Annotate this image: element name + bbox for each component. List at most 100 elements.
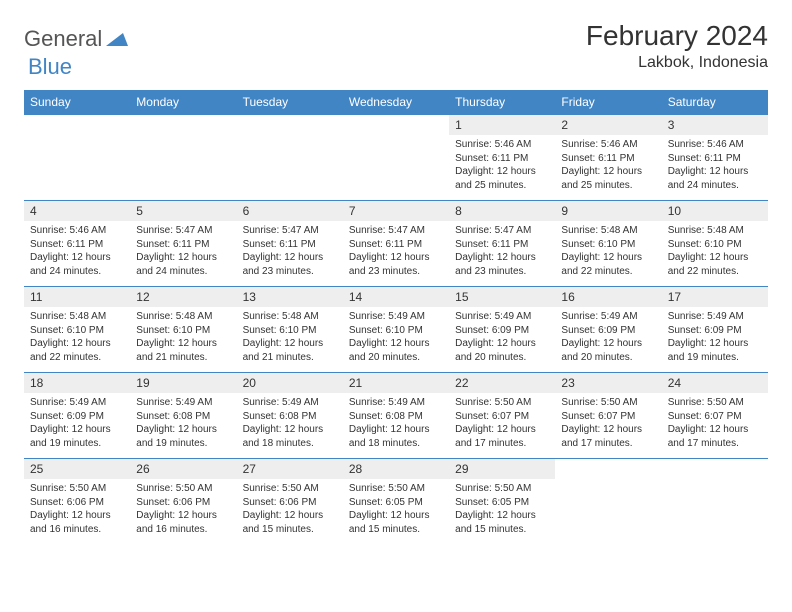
day-info: Sunrise: 5:47 AMSunset: 6:11 PMDaylight:… (130, 224, 236, 278)
day-cell-9: 9Sunrise: 5:48 AMSunset: 6:10 PMDaylight… (555, 200, 661, 286)
day-info: Sunrise: 5:48 AMSunset: 6:10 PMDaylight:… (662, 224, 768, 278)
day-cell-12: 12 Sunrise: 5:48 AMSunset: 6:10 PMDayligh… (130, 286, 236, 372)
day-info: Sunrise: 5:46 AMSunset: 6:11 PMDaylight:… (449, 138, 555, 192)
day-cell-13: 13 Sunrise: 5:48 AMSunset: 6:10 PMDayligh… (237, 286, 343, 372)
weekday-header: SundayMondayTuesdayWednesdayThursdayFrid… (24, 90, 768, 114)
day-number: 20 (237, 373, 343, 393)
day-cell-18: 18 Sunrise: 5:49 AMSunset: 6:09 PMDayligh… (24, 372, 130, 458)
day-number: 24 (662, 373, 768, 393)
day-cell-14: 14 Sunrise: 5:49 AMSunset: 6:10 PMDayligh… (343, 286, 449, 372)
calendar-page: General February 2024 Lakbok, Indonesia … (0, 0, 792, 554)
day-info: Sunrise: 5:46 AMSunset: 6:11 PMDaylight:… (662, 138, 768, 192)
day-number: 18 (24, 373, 130, 393)
day-cell-28: 28 Sunrise: 5:50 AMSunset: 6:05 PMDayligh… (343, 458, 449, 544)
day-number: 5 (130, 201, 236, 221)
day-info: Sunrise: 5:49 AMSunset: 6:08 PMDaylight:… (130, 396, 236, 450)
day-number: 11 (24, 287, 130, 307)
logo: General (24, 20, 130, 52)
day-cell-4: 4 Sunrise: 5:46 AMSunset: 6:11 PMDaylight… (24, 200, 130, 286)
day-number: 27 (237, 459, 343, 479)
day-number: 7 (343, 201, 449, 221)
empty-cell (24, 114, 130, 200)
day-cell-23: 23 Sunrise: 5:50 AMSunset: 6:07 PMDayligh… (555, 372, 661, 458)
day-number: 4 (24, 201, 130, 221)
day-info: Sunrise: 5:49 AMSunset: 6:09 PMDaylight:… (662, 310, 768, 364)
calendar-grid: 1Sunrise: 5:46 AMSunset: 6:11 PMDaylight… (24, 114, 768, 544)
day-number: 1 (449, 115, 555, 135)
day-number: 21 (343, 373, 449, 393)
day-number: 19 (130, 373, 236, 393)
day-number: 14 (343, 287, 449, 307)
day-cell-26: 26 Sunrise: 5:50 AMSunset: 6:06 PMDayligh… (130, 458, 236, 544)
day-cell-7: 7 Sunrise: 5:47 AMSunset: 6:11 PMDaylight… (343, 200, 449, 286)
day-info: Sunrise: 5:46 AMSunset: 6:11 PMDaylight:… (24, 224, 130, 278)
empty-cell (662, 458, 768, 544)
day-cell-24: 24 Sunrise: 5:50 AMSunset: 6:07 PMDayligh… (662, 372, 768, 458)
empty-cell (343, 114, 449, 200)
day-info: Sunrise: 5:50 AMSunset: 6:07 PMDaylight:… (555, 396, 661, 450)
day-info: Sunrise: 5:48 AMSunset: 6:10 PMDaylight:… (24, 310, 130, 364)
day-info: Sunrise: 5:50 AMSunset: 6:07 PMDaylight:… (662, 396, 768, 450)
day-info: Sunrise: 5:49 AMSunset: 6:09 PMDaylight:… (449, 310, 555, 364)
day-number: 28 (343, 459, 449, 479)
day-cell-17: 17 Sunrise: 5:49 AMSunset: 6:09 PMDayligh… (662, 286, 768, 372)
day-info: Sunrise: 5:48 AMSunset: 6:10 PMDaylight:… (130, 310, 236, 364)
day-cell-1: 1 Sunrise: 5:46 AMSunset: 6:11 PMDaylight… (449, 114, 555, 200)
day-cell-8: 8 Sunrise: 5:47 AMSunset: 6:11 PMDaylight… (449, 200, 555, 286)
day-number: 10 (662, 201, 768, 221)
day-number: 16 (555, 287, 661, 307)
day-info: Sunrise: 5:50 AMSunset: 6:05 PMDaylight:… (449, 482, 555, 536)
day-info: Sunrise: 5:48 AMSunset: 6:10 PMDaylight:… (237, 310, 343, 364)
day-cell-16: 16 Sunrise: 5:49 AMSunset: 6:09 PMDayligh… (555, 286, 661, 372)
empty-cell (555, 458, 661, 544)
day-info: Sunrise: 5:49 AMSunset: 6:09 PMDaylight:… (24, 396, 130, 450)
day-info: Sunrise: 5:46 AMSunset: 6:11 PMDaylight:… (555, 138, 661, 192)
day-number: 23 (555, 373, 661, 393)
day-cell-3: 3 Sunrise: 5:46 AMSunset: 6:11 PMDaylight… (662, 114, 768, 200)
weekday-sunday: Sunday (24, 90, 130, 114)
day-info: Sunrise: 5:50 AMSunset: 6:06 PMDaylight:… (130, 482, 236, 536)
day-info: Sunrise: 5:49 AMSunset: 6:10 PMDaylight:… (343, 310, 449, 364)
day-info: Sunrise: 5:50 AMSunset: 6:06 PMDaylight:… (237, 482, 343, 536)
day-number: 15 (449, 287, 555, 307)
logo-triangle-icon (104, 26, 128, 52)
day-info: Sunrise: 5:49 AMSunset: 6:08 PMDaylight:… (343, 396, 449, 450)
day-number: 17 (662, 287, 768, 307)
weekday-monday: Monday (130, 90, 236, 114)
day-number: 8 (449, 201, 555, 221)
day-cell-10: 10 Sunrise: 5:48 AMSunset: 6:10 PMDayligh… (662, 200, 768, 286)
day-number: 25 (24, 459, 130, 479)
empty-cell (130, 114, 236, 200)
weekday-wednesday: Wednesday (343, 90, 449, 114)
day-cell-21: 21 Sunrise: 5:49 AMSunset: 6:08 PMDayligh… (343, 372, 449, 458)
day-info: Sunrise: 5:49 AMSunset: 6:09 PMDaylight:… (555, 310, 661, 364)
day-number: 22 (449, 373, 555, 393)
day-number: 13 (237, 287, 343, 307)
day-cell-25: 25 Sunrise: 5:50 AMSunset: 6:06 PMDayligh… (24, 458, 130, 544)
empty-cell (237, 114, 343, 200)
logo-text-1: General (24, 26, 102, 52)
location-label: Lakbok, Indonesia (586, 54, 768, 72)
day-info: Sunrise: 5:47 AMSunset: 6:11 PMDaylight:… (449, 224, 555, 278)
day-cell-20: 20 Sunrise: 5:49 AMSunset: 6:08 PMDayligh… (237, 372, 343, 458)
day-cell-22: 22 Sunrise: 5:50 AMSunset: 6:07 PMDayligh… (449, 372, 555, 458)
weekday-tuesday: Tuesday (237, 90, 343, 114)
day-info: Sunrise: 5:49 AMSunset: 6:08 PMDaylight:… (237, 396, 343, 450)
day-info: Sunrise: 5:50 AMSunset: 6:05 PMDaylight:… (343, 482, 449, 536)
day-number: 3 (662, 115, 768, 135)
day-info: Sunrise: 5:50 AMSunset: 6:07 PMDaylight:… (449, 396, 555, 450)
day-cell-2: 2Sunrise: 5:46 AMSunset: 6:11 PMDaylight… (555, 114, 661, 200)
day-cell-29: 29Sunrise: 5:50 AMSunset: 6:05 PMDayligh… (449, 458, 555, 544)
day-info: Sunrise: 5:47 AMSunset: 6:11 PMDaylight:… (343, 224, 449, 278)
day-cell-5: 5 Sunrise: 5:47 AMSunset: 6:11 PMDaylight… (130, 200, 236, 286)
day-cell-6: 6Sunrise: 5:47 AMSunset: 6:11 PMDaylight… (237, 200, 343, 286)
weekday-friday: Friday (555, 90, 661, 114)
logo-text-2: Blue (28, 54, 72, 79)
day-number: 12 (130, 287, 236, 307)
weekday-saturday: Saturday (662, 90, 768, 114)
day-cell-19: 19 Sunrise: 5:49 AMSunset: 6:08 PMDayligh… (130, 372, 236, 458)
day-number: 26 (130, 459, 236, 479)
day-number: 9 (555, 201, 661, 221)
day-info: Sunrise: 5:50 AMSunset: 6:06 PMDaylight:… (24, 482, 130, 536)
day-cell-11: 11 Sunrise: 5:48 AMSunset: 6:10 PMDayligh… (24, 286, 130, 372)
